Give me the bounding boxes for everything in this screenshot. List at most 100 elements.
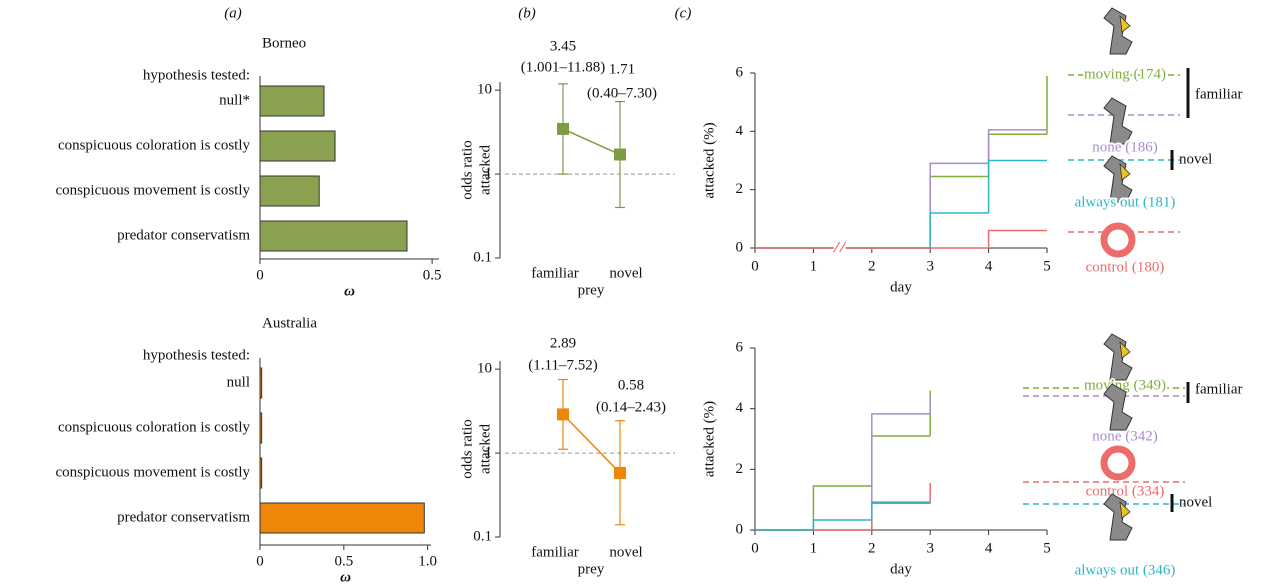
bar <box>259 175 320 207</box>
x-tick-label: 0 <box>256 267 264 283</box>
step-segment <box>987 133 1047 177</box>
value-label: 3.45 <box>550 38 576 54</box>
y-tick-label: 10 <box>477 361 492 377</box>
legend-label: always out (346) <box>1075 562 1176 578</box>
x-tick-label: 2 <box>868 540 876 556</box>
x-axis-label: day <box>890 561 912 577</box>
x-tick-label: 5 <box>1043 540 1051 556</box>
icon-ring <box>1100 222 1136 258</box>
step-segment <box>871 435 931 487</box>
panel-label: (b) <box>518 5 536 21</box>
category-label: predator conservatism <box>117 509 250 525</box>
y-axis-label: odds ratio <box>459 140 475 200</box>
x-tick-label: 4 <box>985 258 993 274</box>
icon-lizard <box>1103 97 1133 145</box>
y-axis-label: attacked (%) <box>701 122 717 198</box>
subtitle: hypothesis tested: <box>143 67 250 83</box>
x-tick-label: 0 <box>256 553 264 569</box>
icon-lizard <box>1103 155 1133 203</box>
axis-break-mark <box>833 241 841 253</box>
x-tick-label: 3 <box>926 258 934 274</box>
y-axis-label: attacked <box>477 145 493 195</box>
x-tick-label: 3 <box>926 540 934 556</box>
axis-break-mark <box>839 241 847 253</box>
icon-lizard <box>1103 493 1133 541</box>
x-tick-label: 4 <box>985 540 993 556</box>
category-label: null <box>227 374 250 390</box>
category-label: null* <box>219 92 250 108</box>
legend-label: control (334) <box>1086 483 1165 499</box>
y-tick-label: 2 <box>736 461 744 477</box>
y-tick-label: 4 <box>736 400 744 416</box>
chart-title: Borneo <box>262 35 306 51</box>
panel-label: (c) <box>675 5 692 21</box>
category-label: conspicuous coloration is costly <box>58 419 251 435</box>
x-tick-label: 0 <box>751 540 759 556</box>
x-tick-label: 0.5 <box>423 267 442 283</box>
category-label: conspicuous movement is costly <box>55 182 250 198</box>
panel-label: (a) <box>224 5 242 21</box>
step-segment <box>871 413 931 530</box>
category-label: predator conservatism <box>117 227 250 243</box>
y-tick-label: 10 <box>477 82 492 98</box>
interval-label: (0.14–2.43) <box>596 399 666 415</box>
point <box>557 408 569 421</box>
y-tick-label: 0.1 <box>473 249 492 265</box>
group-label: familiar <box>1195 86 1242 102</box>
icon-ring <box>1100 445 1136 481</box>
point <box>614 466 626 479</box>
group-label: familiar <box>1195 381 1242 397</box>
x-axis-label: prey <box>578 561 605 577</box>
x-tick-label: familiar <box>531 544 578 560</box>
step-segment <box>812 519 872 530</box>
y-axis-label: attacked (%) <box>701 401 717 477</box>
group-label: novel <box>1179 494 1212 510</box>
step-segment <box>871 502 931 530</box>
y-axis-label: attacked <box>477 424 493 474</box>
y-tick-label: 1 <box>485 445 493 461</box>
x-axis-label: ω <box>340 569 351 585</box>
x-tick-label: 1 <box>810 540 818 556</box>
point <box>614 148 626 161</box>
step-segment <box>987 159 1047 213</box>
category-label: conspicuous coloration is costly <box>58 137 251 153</box>
legend-label: none (186) <box>1092 139 1157 155</box>
x-tick-label: 2 <box>868 258 876 274</box>
y-tick-label: 4 <box>736 123 744 139</box>
interval-label: (0.40–7.30) <box>587 85 657 101</box>
step-segment <box>987 229 1047 248</box>
value-label: 2.89 <box>550 335 576 351</box>
interval-label: (1.11–7.52) <box>528 357 597 373</box>
step-segment <box>929 212 989 248</box>
y-tick-label: 0 <box>736 239 744 255</box>
bar <box>259 130 336 162</box>
legend-label: control (180) <box>1086 259 1165 275</box>
legend-label: none (342) <box>1092 428 1157 444</box>
legend-label: always out (181) <box>1075 194 1176 210</box>
icon-lizard <box>1103 383 1133 431</box>
x-axis-label: ω <box>344 283 355 299</box>
x-tick-label: 1 <box>810 258 818 274</box>
subtitle: hypothesis tested: <box>143 347 250 363</box>
y-tick-label: 1 <box>485 166 493 182</box>
interval-label: (1.001–11.88) <box>521 59 605 75</box>
icon-dewlap <box>1119 340 1131 359</box>
y-tick-label: 6 <box>736 339 744 355</box>
y-axis-label: odds ratio <box>459 419 475 479</box>
bar <box>259 220 408 252</box>
x-tick-label: 1.0 <box>418 553 437 569</box>
legend-label: moving (174) <box>1084 66 1166 82</box>
value-label: 0.58 <box>618 377 644 393</box>
x-tick-label: 5 <box>1043 258 1051 274</box>
x-tick-label: 0.5 <box>334 553 353 569</box>
icon-dewlap <box>1119 500 1131 519</box>
group-label: novel <box>1179 151 1212 167</box>
step-segment <box>871 501 931 520</box>
bar <box>259 85 325 117</box>
connector <box>562 413 621 474</box>
point <box>557 122 569 135</box>
icon-lizard <box>1103 7 1133 55</box>
legend-label: moving (349) <box>1084 377 1166 393</box>
